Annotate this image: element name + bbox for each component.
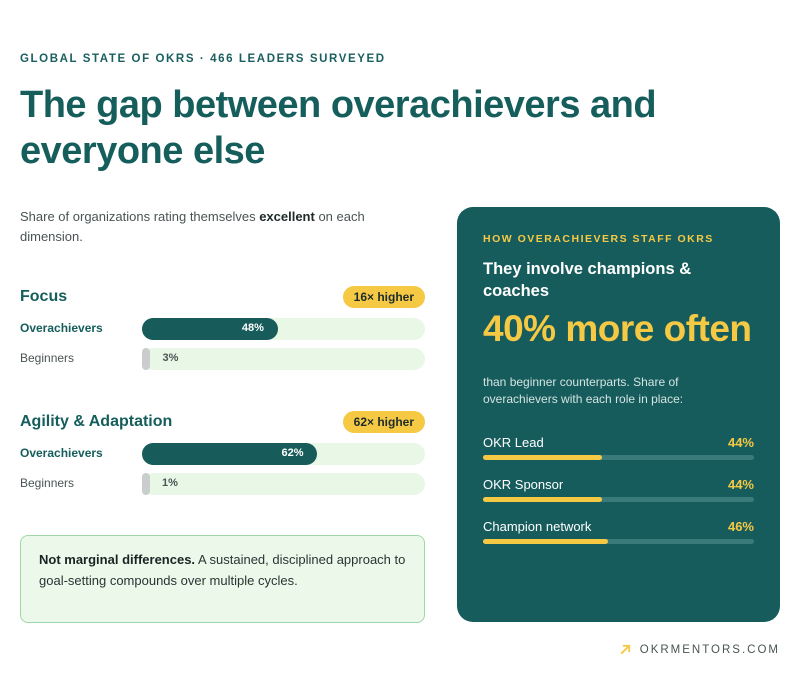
callout-text: A sustained, disciplined approach to goa…	[39, 552, 406, 588]
role-value: 46%	[727, 519, 754, 534]
role-label: Champion network	[483, 519, 592, 534]
role-track	[483, 497, 754, 502]
bar-row-overachievers: Overachievers 48%	[20, 318, 425, 340]
multiplier-badge: 62× higher	[342, 411, 425, 433]
role-fill	[483, 539, 608, 544]
bar-value: 1%	[162, 477, 178, 489]
role-value: 44%	[727, 477, 754, 492]
section-title: Focus	[20, 288, 68, 305]
card-subtext: than beginner counterparts. Share of ove…	[483, 375, 684, 406]
eyebrow: GLOBAL STATE OF OKRS · 466 LEADERS SURVE…	[20, 53, 386, 65]
comparison-agility: Agility & Adaptation 62× higher Overachi…	[20, 411, 425, 495]
role-track	[483, 455, 754, 460]
page-title: The gap between overachievers and everyo…	[20, 84, 657, 172]
bar-track: 1%	[142, 473, 425, 495]
multiplier-badge: 16× higher	[342, 286, 425, 308]
staffing-card: HOW OVERACHIEVERS STAFF OKRS They involv…	[457, 207, 780, 622]
role-row: Champion network 46%	[483, 519, 754, 561]
role-value: 44%	[727, 435, 754, 450]
card-eyebrow: HOW OVERACHIEVERS STAFF OKRS	[483, 233, 714, 245]
role-label: OKR Lead	[483, 435, 544, 450]
bar-fill	[142, 443, 318, 465]
role-fill	[483, 455, 603, 460]
bar-value: 62%	[281, 447, 304, 459]
intro-emphasis: excellent	[259, 209, 315, 224]
role-row: OKR Lead 44%	[483, 435, 754, 477]
bar-row-beginners: Beginners 3%	[20, 348, 425, 370]
role-track	[483, 539, 754, 544]
card-big-stat: 40% more often	[483, 308, 752, 349]
bar-row-beginners: Beginners 1%	[20, 473, 425, 495]
bar-fill	[142, 318, 278, 340]
bar-value: 48%	[241, 322, 264, 334]
callout-box: Not marginal differences. A sustained, d…	[20, 535, 425, 623]
bar-label: Beginners	[20, 476, 75, 490]
role-row: OKR Sponsor 44%	[483, 477, 754, 519]
bar-fill	[142, 473, 150, 495]
section-title: Agility & Adaptation	[20, 413, 173, 430]
bar-label: Overachievers	[20, 446, 103, 460]
callout-bold: Not marginal differences.	[39, 552, 196, 567]
role-fill	[483, 497, 603, 502]
role-list: OKR Lead 44% OKR Sponsor 44% Champion ne…	[483, 435, 754, 561]
bar-track: 48%	[142, 318, 425, 340]
bar-track: 3%	[142, 348, 425, 370]
footer-brand: OKRMENTORS.COM	[619, 643, 780, 656]
bar-track: 62%	[142, 443, 425, 465]
bar-label: Overachievers	[20, 321, 103, 335]
bar-label: Beginners	[20, 351, 75, 365]
brand-text: OKRMENTORS.COM	[639, 643, 780, 656]
bar-value: 3%	[162, 352, 179, 364]
bar-fill	[142, 348, 151, 370]
bar-row-overachievers: Overachievers 62%	[20, 443, 425, 465]
intro-text: Share of organizations rating themselves…	[20, 209, 365, 244]
role-label: OKR Sponsor	[483, 477, 564, 492]
card-headline: They involve champions & coaches	[483, 260, 692, 300]
comparison-focus: Focus 16× higher Overachievers 48% Begin…	[20, 286, 425, 370]
arrow-up-right-icon	[620, 644, 630, 655]
